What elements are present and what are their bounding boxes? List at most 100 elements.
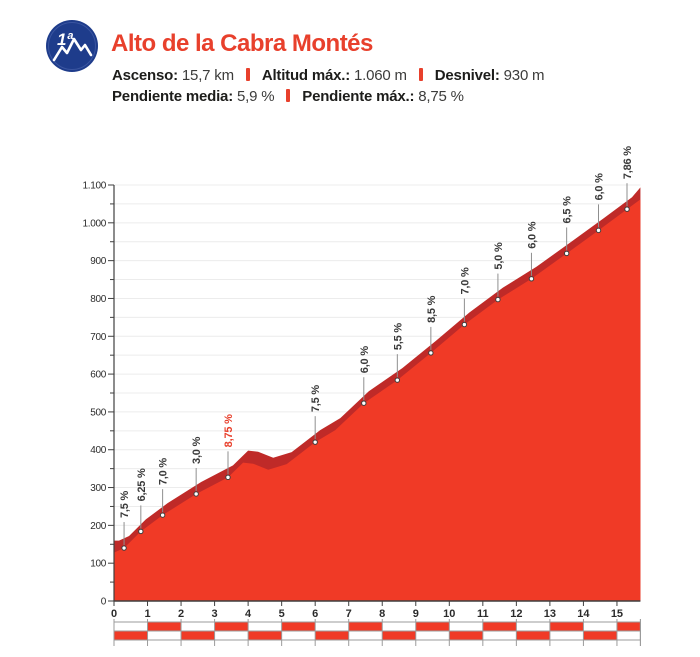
elevation-gain-label: Desnivel:: [434, 67, 500, 84]
y-tick-label: 200: [90, 521, 107, 532]
header: 1ª Alto de la Cabra Montés Ascenso: 15,7…: [0, 0, 700, 115]
profile-dot: [528, 276, 535, 282]
profile-dot: [138, 528, 144, 535]
ascent-value: 15,7 km: [181, 67, 234, 84]
km-bar-cell: [214, 622, 249, 631]
gradient-marker: 6,5 %: [562, 196, 574, 257]
avg-gradient-label: Pendiente media:: [112, 88, 233, 105]
x-tick-label: 12: [510, 608, 522, 620]
km-bar-cell: [248, 622, 282, 631]
y-tick-label: 800: [90, 294, 107, 305]
y-tick-label: 1.100: [82, 181, 106, 192]
km-bar-cell: [181, 631, 215, 640]
y-tick-label: 500: [90, 407, 107, 418]
km-bar-cell: [348, 622, 383, 631]
gradient-label: 6,0 %: [526, 221, 538, 249]
profile-dot: [495, 296, 501, 303]
gradient-label: 8,75 %: [223, 414, 235, 447]
badge-category-text: 1ª: [57, 30, 73, 49]
km-bar-cell: [583, 622, 617, 631]
max-gradient-label: Pendiente máx.:: [302, 88, 415, 105]
gradient-marker: 6,0 %: [359, 346, 371, 406]
km-bar-cell: [382, 631, 416, 640]
x-tick-label: 0: [111, 608, 117, 620]
separator-bar: [286, 89, 291, 102]
x-tick-label: 2: [178, 608, 184, 620]
y-tick-label: 1.000: [82, 218, 106, 229]
y-axis-ticks: 0 100 200 300 400 500 600 700 800 900 1.000 1.100: [82, 181, 114, 608]
km-bar-cell: [114, 622, 148, 631]
y-tick-label: 900: [90, 256, 107, 267]
page-title: Alto de la Cabra Montés: [111, 30, 373, 57]
km-checkerboard-bar: [113, 619, 641, 646]
avg-gradient-value: 5,9 %: [236, 88, 275, 105]
km-bar-cell: [281, 631, 316, 640]
km-bar-cell: [449, 622, 483, 631]
km-bar-cell: [549, 631, 584, 640]
y-tick-label: 100: [90, 559, 107, 570]
gradient-marker: 8,5 %: [426, 295, 438, 356]
gradient-marker: 6,25 %: [136, 468, 148, 535]
km-bar-cell: [449, 631, 483, 640]
gradient-label: 7,86 %: [622, 146, 634, 179]
km-bar-cell: [315, 622, 349, 631]
max-gradient-value: 8,75 %: [418, 88, 464, 105]
separator-bar: [245, 68, 250, 81]
profile-dot: [225, 474, 231, 481]
km-bar-cell: [516, 631, 550, 640]
profile-dot: [361, 400, 367, 406]
gradient-label: 5,5 %: [392, 323, 404, 351]
gradient-label: 5,0 %: [493, 242, 505, 270]
km-bar-cell: [482, 622, 517, 631]
profile-dot: [193, 491, 199, 497]
km-bar-cell: [583, 631, 617, 640]
gradient-label: 6,25 %: [136, 468, 148, 501]
x-tick-label: 4: [245, 608, 252, 620]
profile-dot: [121, 545, 127, 551]
ascent-label: Ascenso:: [112, 67, 178, 84]
km-bar-cell: [516, 622, 550, 631]
gradient-marker: 6,0 %: [594, 173, 606, 234]
profile-dot: [624, 206, 630, 212]
stats-line-2: Pendiente media: 5,9 % Pendiente máx.: 8…: [112, 88, 464, 105]
gradient-marker: 7,0 %: [459, 267, 471, 328]
km-bar-cell: [415, 631, 450, 640]
km-bar-cell: [415, 622, 450, 631]
y-tick-label: 0: [101, 597, 107, 608]
gradient-marker: 3,0 %: [191, 436, 203, 497]
x-tick-label: 11: [477, 608, 489, 620]
km-bar-cell: [549, 622, 584, 631]
mountain-icon: [52, 37, 93, 62]
y-tick-label: 700: [90, 332, 107, 343]
km-bar-cell: [616, 631, 641, 640]
gradient-marker: 8,75 %: [223, 414, 235, 481]
separator-bar: [418, 68, 423, 81]
max-altitude-value: 1.060 m: [354, 67, 407, 84]
profile-dot: [428, 350, 434, 356]
badge-circle: [46, 20, 98, 72]
x-tick-label: 7: [346, 608, 352, 620]
x-tick-label: 10: [443, 608, 455, 620]
km-bar-cell: [315, 631, 349, 640]
x-tick-label: 3: [212, 608, 218, 620]
km-bar-cell: [147, 622, 182, 631]
gradient-marker: 7,5 %: [119, 491, 131, 551]
km-bar-cell: [616, 622, 641, 631]
stats-line-1: Ascenso: 15,7 km Altitud máx.: 1.060 m D…: [112, 67, 545, 84]
x-tick-label: 14: [577, 608, 590, 620]
max-altitude-label: Altitud máx.:: [261, 67, 351, 84]
x-tick-label: 6: [312, 608, 318, 620]
km-bar-cell: [348, 631, 383, 640]
gradient-marker: 5,5 %: [392, 323, 404, 383]
gradient-markers: 7,5 % 6,25 % 7,0 % 3,0 % 8,75 % 7,5 % 6,0 % 5,5…: [119, 146, 634, 551]
gradient-marker: 7,5 %: [310, 385, 322, 445]
y-tick-label: 400: [90, 445, 107, 456]
km-bar-cell: [181, 622, 215, 631]
gradient-marker: 7,0 %: [158, 458, 170, 518]
gradient-marker: 5,0 %: [493, 242, 505, 303]
profile-dot: [595, 227, 602, 234]
x-tick-label: 15: [611, 608, 623, 620]
category-badge: 1ª: [46, 20, 98, 72]
profile-dot: [312, 439, 318, 445]
